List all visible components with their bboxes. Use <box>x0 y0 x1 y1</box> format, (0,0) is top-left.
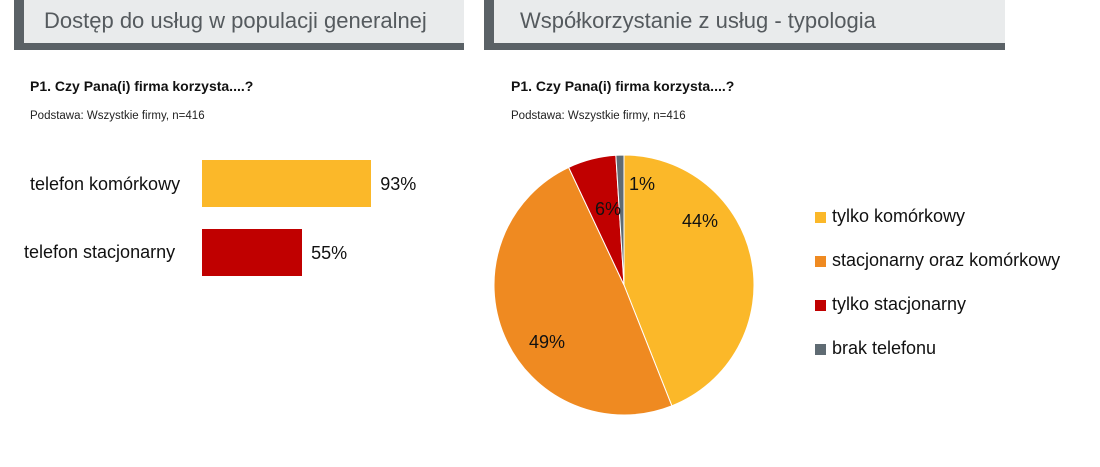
left-base-note: Podstawa: Wszystkie firmy, n=416 <box>30 110 205 122</box>
left-panel-header: Dostęp do usług w populacji generalnej <box>14 0 464 50</box>
left-question: P1. Czy Pana(i) firma korzysta....? <box>30 78 254 94</box>
right-panel-title: Współkorzystanie z usług - typologia <box>520 8 876 33</box>
legend-label: tylko komórkowy <box>832 206 966 226</box>
right-panel-header: Współkorzystanie z usług - typologia <box>484 0 1005 50</box>
right-base-note: Podstawa: Wszystkie firmy, n=416 <box>511 110 686 122</box>
legend-swatch <box>815 256 826 267</box>
legend-label: stacjonarny oraz komórkowy <box>832 250 1061 270</box>
legend-swatch <box>815 300 826 311</box>
bar-label-landline: telefon stacjonarny <box>24 242 176 262</box>
bar-landline <box>202 229 303 276</box>
bar-value-mobile: 93% <box>380 174 417 194</box>
legend-label: tylko stacjonarny <box>832 294 967 314</box>
bar-value-landline: 55% <box>311 243 348 263</box>
pie-value-label: 6% <box>595 199 621 219</box>
legend-swatch <box>815 212 826 223</box>
legend-swatch <box>815 344 826 355</box>
pie-value-label: 49% <box>529 332 565 352</box>
pie-value-label: 44% <box>682 211 718 231</box>
bar-mobile <box>202 160 372 207</box>
pie-slice-tylko-komorkowy <box>623 154 755 407</box>
pie-value-label: 1% <box>629 174 655 194</box>
bar-label-mobile: telefon komórkowy <box>30 174 181 194</box>
legend-label: brak telefonu <box>832 338 937 358</box>
right-question: P1. Czy Pana(i) firma korzysta....? <box>511 78 735 94</box>
pie-slice-brak-telefonu <box>615 154 625 286</box>
left-panel-title: Dostęp do usług w populacji generalnej <box>44 8 427 33</box>
pie-slice-stacjonarny-oraz-komorkowy <box>493 166 673 416</box>
